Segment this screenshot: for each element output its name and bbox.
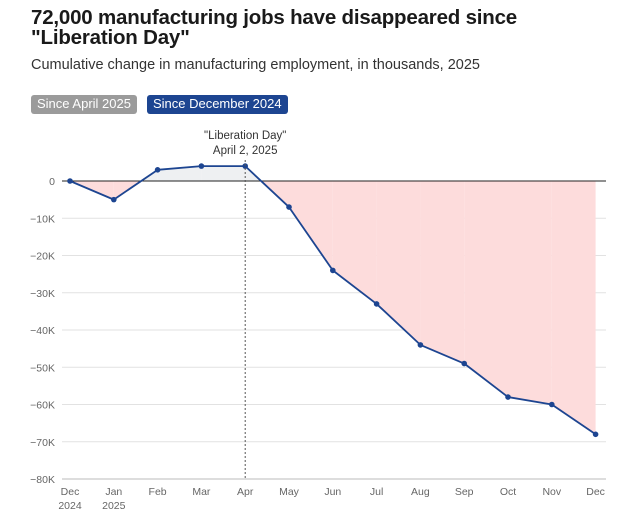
- data-point[interactable]: [373, 301, 380, 307]
- x-tick-label: Dec: [61, 486, 80, 498]
- area-negative: [332, 181, 377, 304]
- data-point[interactable]: [549, 401, 555, 408]
- x-tick-label: Jun: [324, 486, 341, 498]
- x-tick-label: Oct: [500, 486, 516, 498]
- data-point[interactable]: [154, 167, 161, 173]
- area-positive: [201, 166, 246, 181]
- axes: [62, 180, 606, 480]
- y-tick-label: −40K: [30, 325, 55, 337]
- y-tick-label: 0: [49, 176, 55, 188]
- data-point[interactable]: [198, 163, 205, 169]
- data-point[interactable]: [592, 431, 599, 438]
- x-tick-label: Aug: [411, 486, 430, 498]
- series-layer: [67, 163, 599, 438]
- y-tick-label: −20K: [30, 251, 55, 263]
- area-negative: [376, 181, 421, 345]
- area-negative: [420, 181, 465, 364]
- tick-labels: 0 −10K −20K −30K −40K −50K −60K −70K −80K Dec 2024…: [30, 176, 605, 512]
- y-tick-label: −80K: [30, 474, 55, 486]
- x-tick-label: 2024: [58, 500, 82, 512]
- area-positive: [157, 166, 202, 181]
- data-point[interactable]: [67, 178, 73, 184]
- data-point[interactable]: [242, 163, 248, 169]
- data-point[interactable]: [286, 204, 292, 210]
- y-tick-label: −50K: [30, 362, 55, 374]
- liberation-day-annotation: "Liberation Day" April 2, 2025: [204, 130, 286, 479]
- y-tick-label: −10K: [30, 213, 55, 225]
- data-point[interactable]: [505, 394, 511, 400]
- y-tick-label: −60K: [30, 400, 55, 412]
- x-tick-label: 2025: [102, 500, 126, 512]
- y-tick-label: −30K: [30, 288, 55, 300]
- data-point[interactable]: [330, 267, 336, 274]
- annotation-date: April 2, 2025: [213, 145, 278, 157]
- tab-since-april-2025[interactable]: Since April 2025: [31, 95, 137, 114]
- x-tick-label: Sep: [455, 486, 474, 498]
- area-negative: [464, 181, 508, 398]
- x-tick-label: May: [279, 486, 300, 498]
- data-point[interactable]: [461, 360, 468, 367]
- tab-since-december-2024[interactable]: Since December 2024: [146, 95, 288, 114]
- x-tick-label: Apr: [237, 486, 254, 498]
- x-tick-label: Dec: [586, 486, 605, 498]
- area-fills: [70, 166, 596, 435]
- x-tick-label: Nov: [542, 486, 561, 498]
- x-tick-label: Jan: [105, 486, 122, 498]
- x-tick-label: Feb: [149, 486, 167, 498]
- annotation-title: "Liberation Day": [204, 130, 286, 142]
- x-tick-label: Jul: [370, 486, 383, 498]
- chart-title: 72,000 manufacturing jobs have disappear…: [31, 6, 518, 49]
- y-tick-label: −70K: [30, 437, 55, 449]
- period-toggle: Since April 2025 Since December 2024: [31, 95, 288, 114]
- chart-subtitle: Cumulative change in manufacturing emplo…: [31, 57, 480, 73]
- data-point[interactable]: [111, 196, 117, 203]
- x-tick-label: Mar: [192, 486, 211, 498]
- area-negative: [508, 181, 552, 405]
- area-negative: [289, 181, 333, 271]
- data-point[interactable]: [417, 342, 424, 348]
- area-negative: [551, 181, 596, 435]
